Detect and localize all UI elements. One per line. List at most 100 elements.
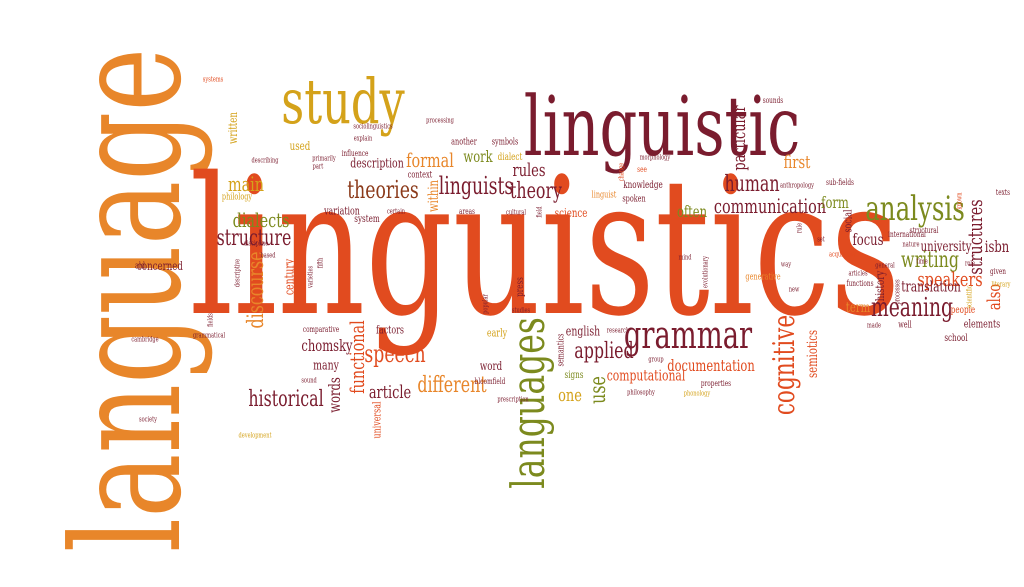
word-discipline: discipline bbox=[243, 239, 269, 248]
word-articles: articles bbox=[848, 269, 868, 278]
word-another: another bbox=[451, 137, 477, 148]
word-history: history bbox=[873, 270, 887, 302]
word-ald: ald bbox=[134, 261, 146, 272]
word-form: form bbox=[821, 193, 849, 212]
word-anthropology: anthropology bbox=[780, 181, 814, 190]
word-main: main bbox=[227, 172, 265, 196]
word-theory: theory bbox=[509, 179, 563, 204]
word-one: one bbox=[558, 385, 582, 406]
word-written: written bbox=[226, 112, 240, 144]
word-texts: texts bbox=[995, 188, 1011, 197]
word-universal: universal bbox=[370, 401, 384, 439]
word-functional: functional bbox=[345, 320, 369, 394]
word-mind: mind bbox=[678, 253, 692, 262]
word-well: well bbox=[898, 320, 912, 331]
word-press: press bbox=[515, 277, 526, 297]
word-social: social bbox=[841, 209, 855, 233]
word-systems: systems bbox=[202, 75, 224, 84]
word-general: general bbox=[875, 261, 895, 270]
word-comparative: comparative bbox=[302, 325, 340, 334]
word-time: time bbox=[916, 257, 928, 266]
word-known: known bbox=[955, 192, 964, 210]
word-cognitive: cognitive bbox=[767, 314, 802, 416]
word-term: term bbox=[845, 300, 871, 316]
word-fields: fields bbox=[206, 313, 215, 327]
word-symbols: symbols bbox=[491, 137, 519, 148]
word-descriptive: descriptive bbox=[233, 258, 242, 288]
word-word: word bbox=[479, 359, 503, 373]
word-group: group bbox=[648, 355, 664, 364]
word-many: many bbox=[313, 358, 339, 374]
word-sociolinguistics: sociolinguistics bbox=[353, 122, 393, 131]
word-context: context bbox=[407, 170, 433, 181]
word-influence: influence bbox=[341, 149, 369, 158]
word-factors: factors bbox=[376, 323, 404, 337]
word-variation: variation bbox=[324, 204, 360, 218]
word-early: early bbox=[486, 326, 508, 340]
word-discourse: discourse bbox=[244, 251, 269, 329]
word-grammatical: grammatical bbox=[192, 331, 226, 340]
word-elements: elements bbox=[963, 317, 1001, 331]
word-often: often bbox=[676, 202, 708, 221]
word-studies: studies bbox=[511, 306, 531, 315]
word-way: way bbox=[780, 260, 792, 269]
word-writing: writing bbox=[901, 248, 959, 273]
word-processes: processes bbox=[893, 279, 902, 305]
word-society: society bbox=[139, 415, 157, 424]
word-meaning: meaning bbox=[870, 293, 954, 323]
word-cultural: cultural bbox=[506, 208, 526, 217]
word-primarily: primarily bbox=[312, 154, 336, 163]
word-computational: computational bbox=[606, 366, 686, 385]
word-phonology: phonology bbox=[683, 389, 711, 398]
word-language: language bbox=[41, 47, 215, 553]
word-scientific: scientific bbox=[965, 285, 974, 309]
word-change: change bbox=[617, 162, 626, 182]
word-system: system bbox=[354, 214, 380, 225]
word-article: article bbox=[368, 382, 412, 403]
word-dialects: dialects bbox=[232, 208, 290, 232]
word-philology: philology bbox=[221, 192, 253, 203]
word-historical: historical bbox=[248, 387, 324, 412]
word-see: see bbox=[637, 165, 647, 174]
word-isbn: isbn bbox=[984, 237, 1010, 256]
word-varieties: varieties bbox=[306, 265, 315, 289]
word-description: description bbox=[350, 156, 404, 172]
word-literary: literary bbox=[991, 280, 1011, 289]
word-human: human bbox=[724, 172, 780, 197]
word-school: school bbox=[944, 333, 968, 344]
word-semiotics: semiotics bbox=[805, 329, 821, 379]
word-areas: areas bbox=[459, 207, 475, 216]
word-generative: generative bbox=[745, 272, 781, 283]
word-knowledge: knowledge bbox=[623, 180, 663, 191]
word-spoken: spoken bbox=[622, 194, 646, 205]
word-given: given bbox=[990, 267, 1006, 276]
word-concerned: concerned bbox=[137, 259, 183, 273]
word-rules: rules bbox=[512, 160, 546, 181]
word-university: university bbox=[920, 239, 972, 255]
word-philosophy: philosophy bbox=[627, 388, 655, 397]
word-documentation: documentation bbox=[667, 356, 755, 375]
word-acquisition: acquisition bbox=[828, 250, 858, 259]
word-within: within bbox=[426, 179, 442, 213]
word-words: words bbox=[325, 377, 344, 413]
word-functions: functions bbox=[846, 279, 874, 288]
word-signs: signs bbox=[564, 370, 584, 381]
word-first: first bbox=[783, 152, 811, 173]
word-set: set bbox=[817, 235, 825, 244]
word-based: based bbox=[260, 251, 276, 260]
word-linguists: linguists bbox=[438, 172, 514, 200]
word-sound: sound bbox=[301, 376, 317, 385]
word-explain: explain bbox=[353, 134, 373, 143]
word-translation: translation bbox=[901, 277, 961, 296]
word-applied: applied bbox=[574, 339, 634, 364]
word-english: english bbox=[565, 324, 601, 340]
word-communication: communication bbox=[713, 194, 827, 218]
word-fifth: fifth bbox=[316, 257, 325, 269]
word-morphology: morphology bbox=[639, 153, 671, 162]
word-evolutionary: evolutionary bbox=[701, 256, 710, 288]
word-linguistics: linguistics bbox=[189, 137, 901, 358]
word-prescription: prescription bbox=[497, 395, 529, 404]
word-people: people bbox=[950, 305, 976, 316]
word-analysis: analysis bbox=[865, 189, 965, 229]
